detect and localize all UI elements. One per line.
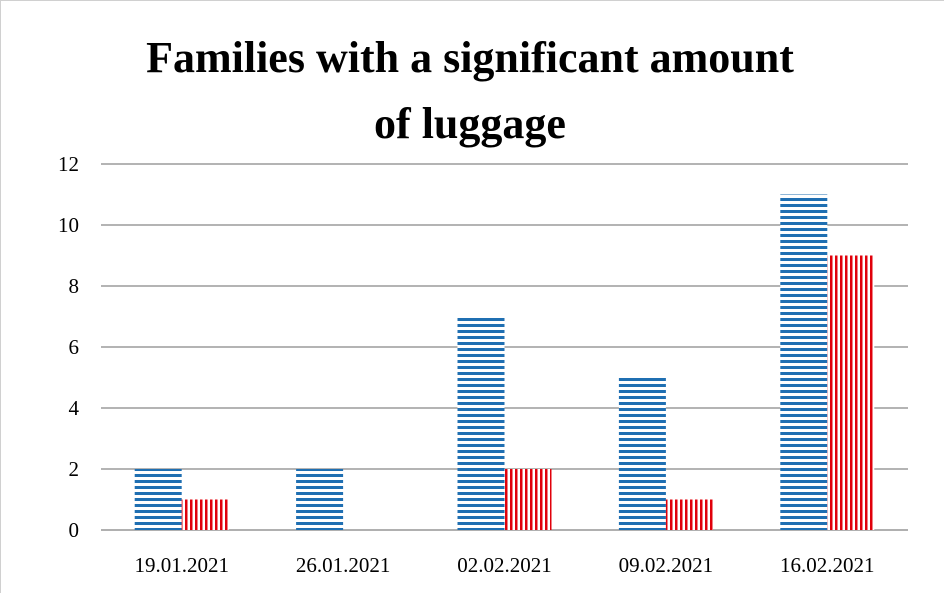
bar-series-2-2 <box>504 469 552 530</box>
bar-series-1-2 <box>457 316 505 530</box>
bar-series-1-1 <box>296 469 344 530</box>
bar-series-2-4 <box>827 255 875 530</box>
bar-series-2-0 <box>181 499 229 530</box>
x-tick-label: 16.02.2021 <box>780 553 875 577</box>
x-tick-label: 09.02.2021 <box>619 553 714 577</box>
bars <box>134 194 875 530</box>
x-axis-ticks: 19.01.2021 26.01.2021 02.02.2021 09.02.2021… <box>134 553 874 577</box>
bar-series-1-4 <box>780 194 828 530</box>
x-tick-label: 26.01.2021 <box>296 553 391 577</box>
y-tick-label: 0 <box>69 518 80 542</box>
y-tick-label: 12 <box>58 152 79 176</box>
y-tick-label: 4 <box>69 396 80 420</box>
bar-series-1-0 <box>134 469 182 530</box>
y-axis-ticks: 0 2 4 6 8 10 12 <box>58 152 80 542</box>
y-tick-label: 10 <box>58 213 79 237</box>
y-tick-label: 2 <box>69 457 80 481</box>
y-tick-label: 8 <box>69 274 80 298</box>
bar-series-2-3 <box>665 499 713 530</box>
y-tick-label: 6 <box>69 335 80 359</box>
chart-title-line-1: Families with a significant amount <box>146 33 794 82</box>
bar-series-1-3 <box>618 377 666 530</box>
chart-title-line-2: of luggage <box>374 99 566 148</box>
x-tick-label: 19.01.2021 <box>134 553 229 577</box>
x-tick-label: 02.02.2021 <box>457 553 552 577</box>
